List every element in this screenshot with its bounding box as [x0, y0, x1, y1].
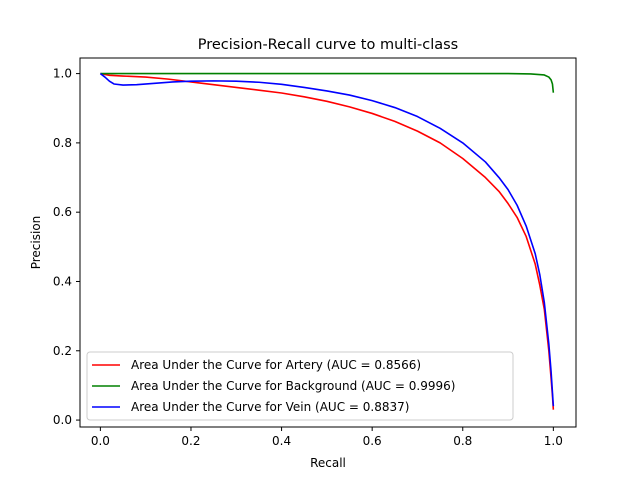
y-tick-label: 0.0	[53, 413, 72, 427]
x-tick-label: 0.2	[181, 434, 200, 448]
y-tick-label: 0.2	[53, 344, 72, 358]
legend-label: Area Under the Curve for Artery (AUC = 0…	[131, 358, 421, 372]
x-axis-ticks: 0.0 0.2 0.4 0.6 0.8 1.0	[91, 427, 563, 448]
x-axis-title: Recall	[310, 456, 346, 470]
x-tick-label: 0.4	[272, 434, 291, 448]
legend-label: Area Under the Curve for Background (AUC…	[131, 379, 455, 393]
plot-series-group	[99, 72, 555, 410]
x-tick-label: 1.0	[544, 434, 563, 448]
legend-entries: Area Under the Curve for Artery (AUC = 0…	[92, 358, 455, 414]
x-tick-label: 0.8	[453, 434, 472, 448]
x-tick-label: 0.0	[91, 434, 110, 448]
y-axis-title: Precision	[29, 216, 43, 270]
x-tick-label: 0.6	[363, 434, 382, 448]
axes-frame	[79, 57, 577, 428]
legend-label: Area Under the Curve for Vein (AUC = 0.8…	[131, 400, 409, 414]
y-tick-label: 0.6	[53, 205, 72, 219]
y-tick-label: 1.0	[53, 67, 72, 81]
legend: Area Under the Curve for Artery (AUC = 0…	[86, 351, 514, 421]
legend-box	[86, 351, 514, 421]
chart-title: Precision-Recall curve to multi-class	[198, 37, 458, 53]
y-tick-label: 0.4	[53, 274, 72, 288]
y-tick-label: 0.8	[53, 136, 72, 150]
series-line-1	[100, 72, 555, 93]
series-line-2	[99, 72, 555, 407]
y-axis-ticks: 0.0 0.2 0.4 0.6 0.8 1.0	[53, 67, 80, 427]
